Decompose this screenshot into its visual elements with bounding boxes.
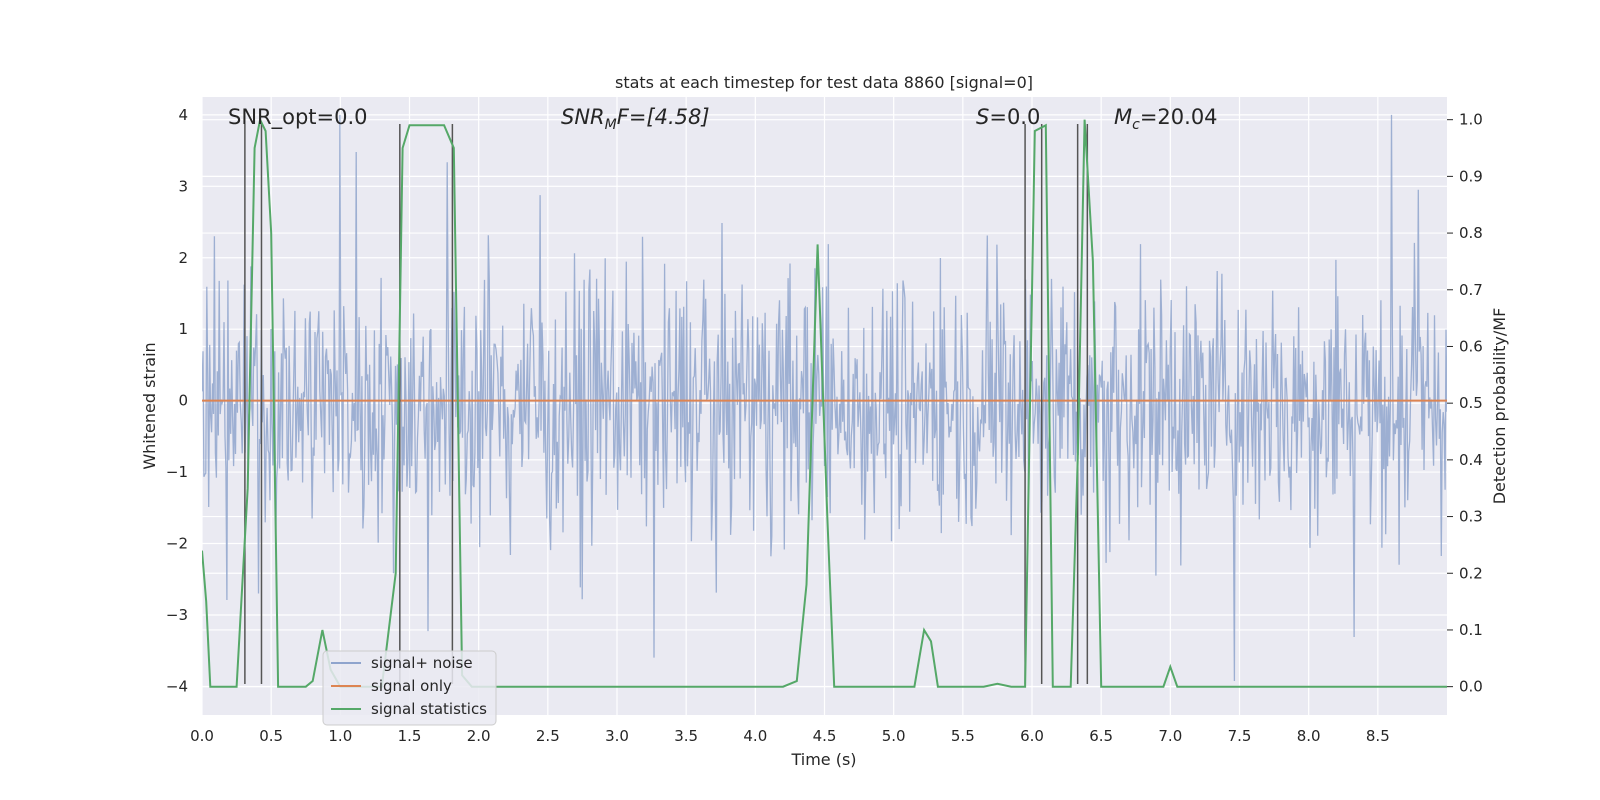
legend-label-signal-noise: signal+ noise	[371, 654, 473, 672]
legend-label-signal-only: signal only	[371, 677, 452, 695]
y-left-tick-label: 0	[178, 392, 188, 410]
y-right-tick-label: 0.5	[1459, 394, 1483, 412]
x-tick-label: 5.5	[951, 727, 975, 745]
y-right-tick-label: 0.3	[1459, 508, 1483, 526]
legend-box	[322, 650, 497, 726]
x-tick-label: 7.5	[1228, 727, 1252, 745]
x-tick-label: 6.5	[1089, 727, 1113, 745]
x-axis-label: Time (s)	[790, 750, 856, 769]
x-tick-label: 1.5	[398, 727, 422, 745]
annotation-snr-opt: SNR_opt=0.0	[228, 105, 368, 130]
y-right-axis-label: Detection probability/MF	[1490, 308, 1509, 505]
legend-label-signal-statistics: signal statistics	[371, 700, 487, 718]
annotation-s: S=0.0	[976, 105, 1040, 129]
y-left-tick-label: −2	[166, 535, 188, 553]
x-tick-label: 2.0	[467, 727, 491, 745]
x-tick-label: 8.0	[1297, 727, 1321, 745]
y-left-tick-label: 1	[178, 320, 188, 338]
vertical-markers	[244, 124, 1089, 684]
y-right-tick-label: 0.1	[1459, 621, 1483, 639]
chart-title: stats at each timestep for test data 886…	[615, 73, 1033, 92]
x-tick-label: 3.5	[674, 727, 698, 745]
y-right-tick-label: 0.4	[1459, 451, 1483, 469]
annotation-mc: Mc=20.04	[1114, 105, 1218, 133]
y-left-tick-label: −3	[166, 606, 188, 624]
x-tick-label: 1.0	[328, 727, 352, 745]
series-signal-statistics-line	[202, 116, 1447, 688]
y-right-tick-label: 0.7	[1459, 281, 1483, 299]
legend: signal+ noise signal only signal statist…	[322, 650, 497, 726]
y-left-tick-label: −4	[166, 677, 188, 695]
x-tick-label: 3.0	[605, 727, 629, 745]
y-left-tick-labels: 4 3 2 1 0 −1 −2 −3 −4	[166, 106, 188, 696]
y-right-tick-label: 0.8	[1459, 224, 1483, 242]
x-tick-label: 0.5	[259, 727, 283, 745]
y-left-tick-label: 3	[178, 177, 188, 195]
y-left-tick-label: 2	[178, 249, 188, 267]
y-right-tick-label: 0.0	[1459, 678, 1483, 696]
y-right-tick-label: 1.0	[1459, 111, 1483, 129]
x-tick-label: 8.5	[1366, 727, 1390, 745]
x-tick-label: 4.0	[743, 727, 767, 745]
x-tick-label: 7.0	[1158, 727, 1182, 745]
y-right-tick-label: 0.9	[1459, 167, 1483, 185]
y-left-axis-label: Whitened strain	[140, 342, 159, 469]
y-right-tick-label: 0.2	[1459, 564, 1483, 582]
x-tick-label: 0.0	[190, 727, 214, 745]
y-right-tick-labels: 1.0 0.9 0.8 0.7 0.6 0.5 0.4 0.3 0.2 0.1 0.0	[1447, 111, 1483, 696]
x-tick-label: 2.5	[536, 727, 560, 745]
annotation-snr-mf: SNRMF=[4.58]	[561, 105, 710, 133]
x-tick-labels: 0.0 0.5 1.0 1.5 2.0 2.5 3.0 3.5 4.0 4.5 5.0 5.5 6.0 6…	[190, 727, 1390, 745]
x-tick-label: 6.0	[1020, 727, 1044, 745]
x-tick-label: 5.0	[882, 727, 906, 745]
y-right-tick-label: 0.6	[1459, 337, 1483, 355]
y-left-tick-label: 4	[178, 106, 188, 124]
y-left-tick-label: −1	[166, 463, 188, 481]
x-tick-label: 4.5	[813, 727, 837, 745]
